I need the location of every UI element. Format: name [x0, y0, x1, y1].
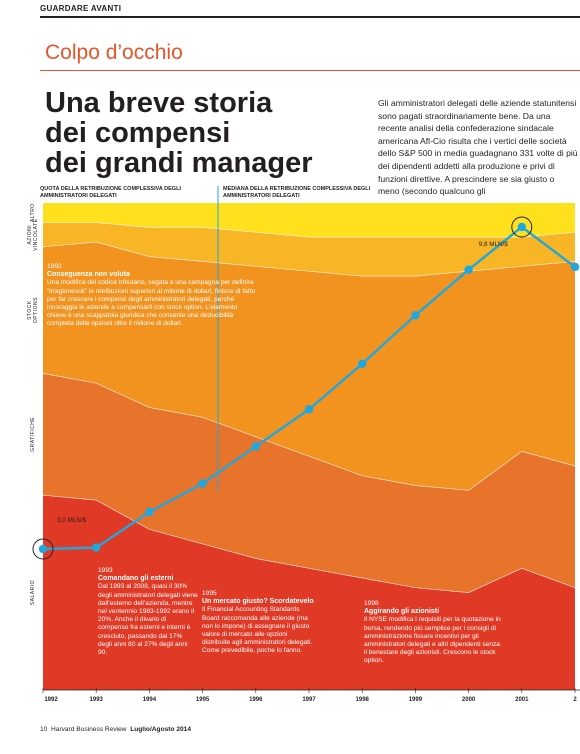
median-pay-point — [92, 543, 101, 552]
band-boundaries — [42, 222, 576, 593]
highlight-ring — [511, 216, 533, 238]
intro-text: Gli amministratori delegati delle aziend… — [378, 98, 578, 197]
median-pay-point — [145, 507, 154, 517]
median-pay-point — [251, 442, 260, 451]
median-pay-point — [198, 479, 207, 488]
title-line-3: dei grandi manager — [45, 147, 313, 179]
section-label: GUARDARE AVANTI — [40, 4, 122, 13]
area-stock-options — [43, 242, 575, 491]
annotation-heading: Comandano gli esterni — [98, 575, 174, 583]
median-pay-point — [411, 311, 420, 320]
boundary-gratifiche — [42, 373, 576, 491]
x-tick-label: 1997 — [302, 697, 316, 703]
area-altro — [43, 203, 575, 238]
annotation-1995: 1995 Un mercato giusto? Scordatevelo Il … — [202, 590, 317, 656]
line-header: MEDIANA DELLA RETRIBUZIONE COMPLESSIVA D… — [223, 186, 371, 199]
data-label: 3,0 MLN/$ — [57, 517, 87, 524]
boundary-azioni-vincolate — [43, 222, 576, 238]
page-number: 10 — [40, 726, 48, 733]
annotation-year: 1993 — [98, 567, 113, 574]
page-footer: 10 Harvard Business Review Luglio/Agosto… — [40, 726, 191, 733]
annotation-1998: 1998 Aggirando gli azionisti Il NYSE mod… — [364, 600, 504, 666]
band-label-altro: ALTRO — [30, 203, 36, 222]
boundary-stock-options — [42, 241, 576, 277]
stack-areas — [43, 203, 575, 690]
median-pay-point — [517, 222, 526, 232]
median-pay-point — [358, 359, 367, 368]
x-axis: 1992 1993 1994 1995 1996 1997 1998 1999 2000 2001… — [42, 688, 580, 703]
x-tick-label: 1996 — [249, 697, 263, 703]
title-line-1: Una breve storia — [45, 87, 273, 119]
median-pay-series: 3,0 MLN/$ 9,8 MLN/$ — [32, 186, 580, 560]
boundary-salario — [42, 494, 576, 593]
band-labels: SALARIO GRATIFICHE STOCKOPTIONS AZIONIVINCO… — [27, 202, 44, 690]
article-title: Una breve storia dei compensi dei grandi… — [45, 88, 345, 178]
annotation-heading: Conseguenza non voluta — [47, 271, 130, 279]
stack-header: QUOTA DELLA RETRIBUZIONE COMPLESSIVA DEG… — [40, 186, 181, 199]
x-tick-label: 1999 — [409, 697, 423, 703]
x-tick-label: 1994 — [143, 697, 157, 703]
median-pay-point — [570, 262, 580, 272]
annotation-1993: 1993 Comandano gli esterni Dal 1993 al 2… — [98, 567, 198, 657]
highlight-ring — [32, 538, 54, 560]
x-tick-label: 2 — [573, 697, 577, 703]
median-pay-point — [304, 405, 314, 414]
annotation-year: 1995 — [202, 590, 217, 597]
area-gratifiche — [43, 373, 575, 593]
area-azioni-vincolate — [43, 222, 575, 277]
band-label-gratifiche: GRATIFICHE — [30, 417, 36, 452]
annotation-year: 1992 — [47, 263, 62, 270]
subsection-rule — [40, 70, 580, 71]
band-label-stock-options: STOCKOPTIONS — [27, 297, 39, 323]
annotation-year: 1998 — [364, 600, 379, 607]
x-tick-label: 1998 — [356, 697, 370, 703]
x-tick-label: 2000 — [462, 697, 476, 703]
x-tick-label: 1995 — [196, 697, 210, 703]
x-tick-label: 1992 — [44, 697, 58, 703]
median-pay-point — [38, 544, 48, 554]
annotation-1992: 1992 Conseguenza non voluta Una modifica… — [47, 263, 257, 329]
band-label-salario: SALARIO — [30, 580, 36, 605]
median-pay-point — [464, 265, 473, 274]
annotation-body: Il Financial Accounting Standards Board … — [202, 606, 313, 655]
x-tick-label: 2001 — [515, 697, 529, 703]
magazine-name: Harvard Business Review — [51, 726, 127, 733]
subsection-label: Colpo d’occhio — [45, 41, 183, 64]
issue-date: Luglio/Agosto 2014 — [130, 726, 192, 733]
annotation-heading: Aggirando gli azionisti — [364, 608, 440, 616]
annotation-body: Una modifica del codice tributario, sega… — [47, 279, 256, 328]
x-tick-label: 1993 — [90, 697, 104, 703]
annotation-heading: Un mercato giusto? Scordatevelo — [202, 598, 314, 606]
top-rule — [40, 16, 580, 18]
area-salario — [43, 495, 575, 690]
annotation-body: Dal 1993 al 2008, quasi il 30% degli amm… — [98, 583, 198, 657]
data-label: 9,8 MLN/$ — [479, 241, 509, 248]
title-line-2: dei compensi — [45, 117, 231, 149]
annotation-body: Il NYSE modifica i requisiti per la quot… — [364, 616, 501, 665]
band-label-azioni-vincolate: AZIONIVINCOLATE — [27, 218, 39, 251]
